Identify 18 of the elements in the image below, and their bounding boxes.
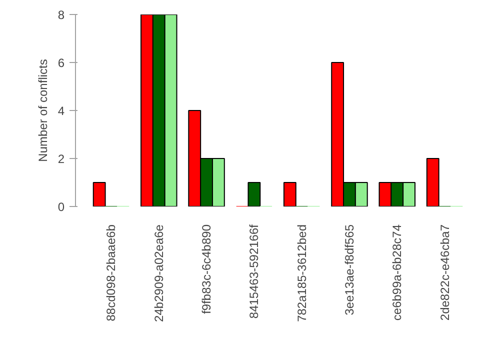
x-tick-label: 24b2909-a02ea6e: [152, 224, 166, 322]
x-tick-label: f9fb83c-6c4b890: [200, 224, 214, 314]
x-tick-label: 88cd098-2baae6b: [104, 224, 118, 322]
y-tick-label: 8: [58, 8, 65, 22]
y-axis-title: Number of conflicts: [36, 59, 50, 162]
bar: [248, 182, 261, 206]
x-tick-label: 3ee13ae-f8df565: [342, 224, 356, 316]
y-tick-label: 4: [58, 104, 65, 118]
bar: [426, 158, 440, 206]
x-tick-label: 782a185-3612bed: [294, 224, 309, 322]
x-tick-label: 2de822c-e46cba7: [438, 224, 452, 321]
x-tick-label: 8415463-592166f: [247, 224, 262, 319]
bar: [283, 182, 296, 206]
y-tick-label: 0: [58, 200, 65, 214]
x-tick-label: ce6b99a-6b28c74: [390, 224, 404, 321]
y-tick-label: 6: [58, 56, 65, 70]
bar: [92, 182, 106, 206]
y-tick-label: 2: [58, 152, 65, 166]
